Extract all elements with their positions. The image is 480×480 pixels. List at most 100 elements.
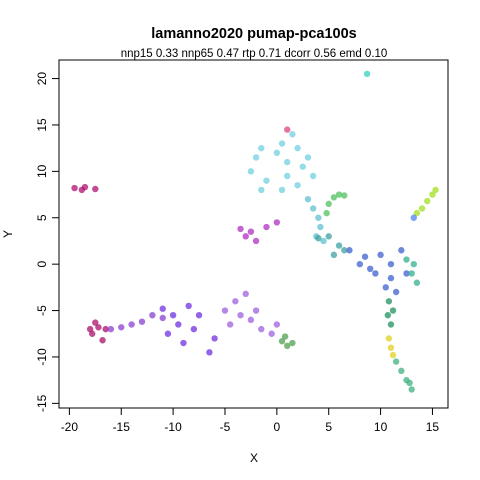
data-point xyxy=(86,325,94,333)
data-point xyxy=(406,379,413,387)
data-point xyxy=(408,386,415,393)
data-point xyxy=(323,209,330,217)
data-point xyxy=(273,149,281,156)
chart-subtitle: nnp15 0.33 nnp65 0.47 rtp 0.71 dcorr 0.5… xyxy=(121,48,388,60)
data-point xyxy=(169,312,177,319)
data-point xyxy=(92,319,99,326)
x-tick-label: -20 xyxy=(61,420,79,434)
data-point xyxy=(99,337,106,344)
x-tick-label: 5 xyxy=(325,420,332,434)
y-tick-label: -5 xyxy=(35,305,49,316)
data-point xyxy=(206,349,213,356)
data-point xyxy=(309,205,317,212)
data-point xyxy=(258,325,265,333)
data-point xyxy=(325,233,332,240)
data-point xyxy=(128,321,135,328)
data-point xyxy=(278,186,286,194)
data-point xyxy=(185,302,192,310)
data-points xyxy=(71,70,439,393)
data-point xyxy=(392,288,400,296)
data-point xyxy=(195,312,203,319)
data-point xyxy=(252,307,260,314)
data-point xyxy=(335,191,343,198)
data-point xyxy=(252,154,260,161)
data-point xyxy=(92,185,99,193)
plot-frame xyxy=(58,59,449,409)
data-point xyxy=(95,324,102,331)
data-point xyxy=(164,330,172,337)
data-point xyxy=(159,305,166,312)
data-point xyxy=(252,237,260,245)
data-point xyxy=(429,191,436,198)
data-point xyxy=(410,260,417,268)
data-point xyxy=(432,186,439,194)
data-point xyxy=(315,234,322,242)
data-point xyxy=(284,158,291,166)
data-point xyxy=(387,344,395,351)
data-point xyxy=(263,223,270,231)
data-point xyxy=(325,200,332,208)
data-point xyxy=(330,194,338,201)
y-tick-label: 0 xyxy=(35,261,49,268)
data-point xyxy=(221,307,229,314)
data-point xyxy=(385,335,393,342)
y-axis-label: Y xyxy=(1,230,15,238)
data-point xyxy=(247,168,255,175)
x-tick-label: 15 xyxy=(426,420,440,434)
data-point xyxy=(263,177,270,184)
data-point xyxy=(346,247,353,254)
y-tick-label: 20 xyxy=(35,72,49,86)
data-point xyxy=(268,330,275,337)
data-point xyxy=(294,182,301,189)
x-tick-label: -15 xyxy=(113,420,131,434)
data-point xyxy=(385,298,393,305)
data-point xyxy=(413,279,421,286)
data-point xyxy=(315,214,322,221)
data-point xyxy=(71,184,78,192)
data-point xyxy=(341,192,348,199)
data-point xyxy=(410,214,417,221)
data-point xyxy=(309,172,317,180)
data-point xyxy=(242,233,249,240)
data-point xyxy=(392,358,400,365)
data-point xyxy=(247,228,255,235)
data-point xyxy=(341,247,348,254)
y-tick-label: -15 xyxy=(35,394,49,412)
data-point xyxy=(356,260,364,268)
data-point xyxy=(408,270,415,277)
data-point xyxy=(387,321,395,328)
data-point xyxy=(363,70,371,78)
data-point xyxy=(372,270,379,277)
data-point xyxy=(403,270,410,277)
data-point xyxy=(211,335,218,342)
data-point xyxy=(159,314,166,322)
data-point xyxy=(304,154,312,161)
data-point xyxy=(242,290,249,298)
data-point xyxy=(237,225,244,233)
data-point xyxy=(398,367,405,375)
y-tick-label: 10 xyxy=(35,164,49,178)
data-point xyxy=(78,186,86,194)
data-point xyxy=(281,333,289,340)
data-point xyxy=(389,307,397,314)
y-tick-label: -10 xyxy=(35,348,49,366)
data-point xyxy=(377,251,384,259)
x-tick-label: 0 xyxy=(273,420,280,434)
data-point xyxy=(247,316,255,324)
data-point xyxy=(317,223,324,231)
data-point xyxy=(403,256,410,263)
data-point xyxy=(232,298,239,305)
data-point xyxy=(320,237,327,245)
data-point xyxy=(102,325,109,333)
chart-title: lamanno2020 pumap-pca100s xyxy=(151,26,357,42)
data-point xyxy=(387,274,395,282)
data-point xyxy=(175,321,182,328)
x-tick-label: 10 xyxy=(374,420,388,434)
data-point xyxy=(418,205,426,212)
data-point xyxy=(273,321,281,328)
x-tick-label: -10 xyxy=(164,420,182,434)
data-point xyxy=(273,219,281,226)
data-point xyxy=(284,126,291,133)
data-point xyxy=(424,197,431,205)
data-point xyxy=(278,140,286,147)
